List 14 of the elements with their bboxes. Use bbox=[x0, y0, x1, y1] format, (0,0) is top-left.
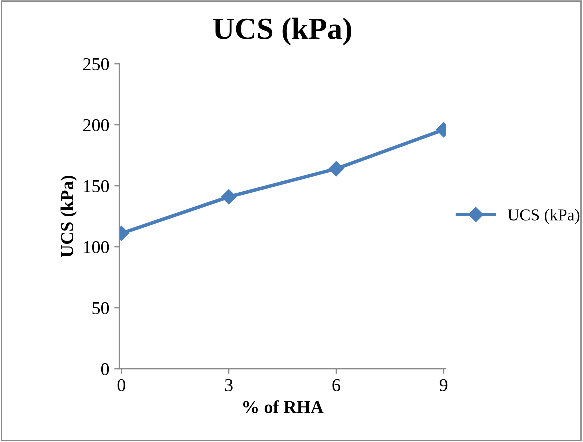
x-tick-label: 0 bbox=[118, 379, 126, 392]
y-tick-label: 200 bbox=[84, 119, 110, 132]
y-tick-label: 100 bbox=[84, 241, 110, 254]
x-tick-label: 9 bbox=[440, 379, 448, 392]
y-tick-label: 50 bbox=[92, 302, 110, 315]
y-axis-title: UCS (kPa) bbox=[60, 176, 78, 258]
chart-title: UCS (kPa) bbox=[213, 18, 352, 46]
y-tick-label: 250 bbox=[84, 58, 110, 71]
x-tick-label: 3 bbox=[225, 379, 233, 392]
x-tick-label: 6 bbox=[332, 379, 340, 392]
legend-label: UCS (kPa) bbox=[508, 209, 580, 224]
y-tick-label: 150 bbox=[84, 180, 110, 193]
y-tick-label: 0 bbox=[101, 363, 110, 376]
x-axis-title: % of RHA bbox=[243, 400, 324, 414]
